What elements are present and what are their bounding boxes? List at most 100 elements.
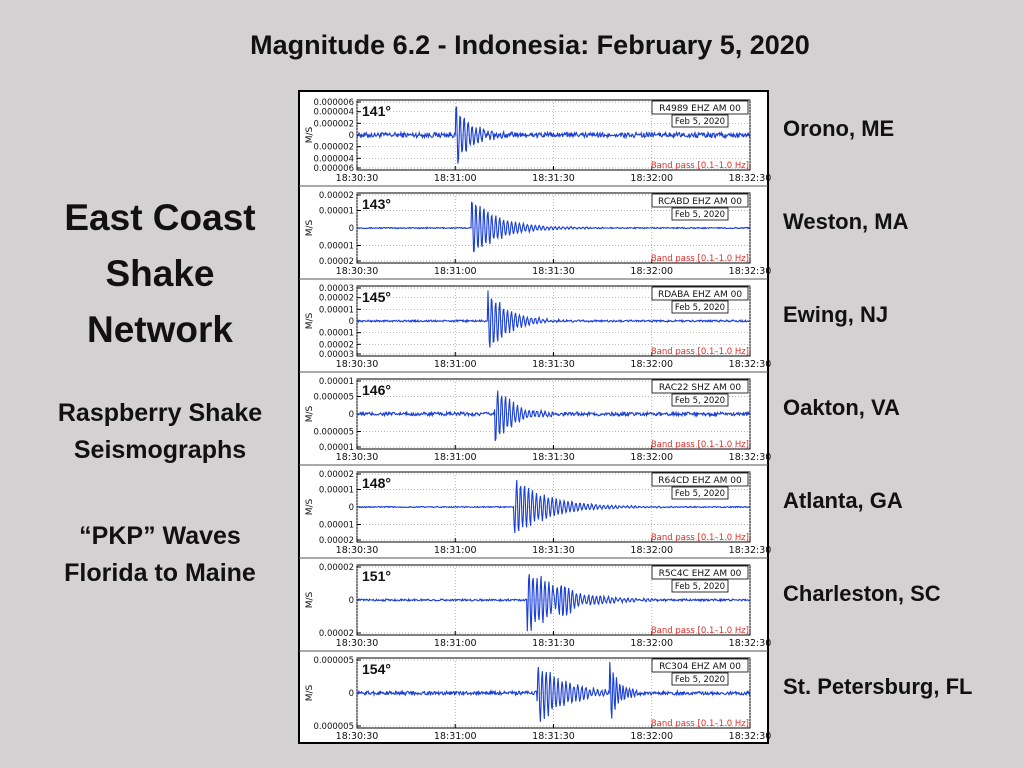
x-tick-label: 18:31:00 [434,173,477,184]
y-tick-label: 0.000004 [313,154,354,164]
x-tick-label: 18:32:30 [729,638,772,649]
date-label: Feb 5, 2020 [675,675,725,685]
x-tick-label: 18:32:00 [630,545,673,556]
x-tick-label: 18:30:30 [336,731,379,742]
date-label: Feb 5, 2020 [675,582,725,592]
distance-label: 143° [362,196,391,212]
station-label: Charleston, SC [783,581,941,606]
x-tick-label: 18:30:30 [336,359,379,370]
channel-label: R4989 EHZ AM 00 [659,104,741,114]
y-tick-label: 0 [349,689,354,699]
date-box [671,300,729,314]
y-tick-label: 0.00002 [319,563,354,573]
x-tick-label: 18:32:00 [630,266,673,277]
x-tick-label: 18:32:00 [630,359,673,370]
network-line-3: Network [87,309,233,350]
y-tick-label: 0.00001 [319,305,354,315]
y-tick-label: 0.000005 [313,722,354,732]
x-tick-label: 18:32:00 [630,173,673,184]
slide-title: Magnitude 6.2 - Indonesia: February 5, 2… [250,30,810,60]
y-tick-label: 0.00002 [319,294,354,304]
y-axis-label: M/S [305,312,315,329]
filter-note: Band pass [0.1–1.0 Hz] [651,161,749,171]
seismogram-panel: 18:30:30 18:31:00 18:31:30 18:32:00 18:32:30… [299,185,771,277]
x-tick-label: 18:32:00 [630,452,673,463]
y-tick-label: 0.000006 [313,98,354,108]
y-axis-label: M/S [305,405,315,422]
y-axis-label: M/S [305,684,315,701]
distance-label: 146° [362,382,391,398]
x-tick-label: 18:30:30 [336,638,379,649]
seismogram-panel: 18:30:30 18:31:00 18:31:30 18:32:00 18:32:30… [299,464,772,556]
y-tick-label: 0 [349,410,354,420]
network-heading: East Coast Shake Network [20,190,300,358]
x-tick-label: 18:31:00 [434,359,477,370]
seismic-trace [356,479,751,533]
channel-label: R5C4C EHZ AM 00 [659,569,742,579]
x-tick-label: 18:31:30 [532,452,575,463]
channel-label: RDABA EHZ AM 00 [658,290,742,300]
y-tick-label: 0.00001 [319,486,354,496]
y-tick-label: 0 [349,596,354,606]
y-tick-label: 0.00002 [319,629,354,639]
channel-box [651,658,749,673]
date-label: Feb 5, 2020 [675,489,725,499]
date-box [671,114,729,128]
seismogram-panel: 18:30:30 18:31:00 18:31:30 18:32:00 18:32:30… [299,278,772,370]
y-tick-label: 0.00002 [319,191,354,201]
wave-line-1: “PKP” Waves [79,522,241,550]
x-tick-label: 18:32:30 [729,545,772,556]
channel-box [651,193,749,208]
station-label: St. Petersburg, FL [783,674,973,699]
filter-note: Band pass [0.1–1.0 Hz] [651,254,749,264]
distance-label: 145° [362,289,391,305]
x-tick-label: 18:31:00 [434,731,477,742]
y-tick-label: 0 [349,224,354,234]
channel-box [651,286,749,301]
y-tick-label: 0.000006 [313,164,354,174]
seismic-trace [356,106,751,164]
distance-label: 141° [362,103,391,119]
y-axis-label: M/S [305,498,315,515]
date-box [671,486,729,500]
x-tick-label: 18:31:30 [532,731,575,742]
date-box [671,579,729,593]
seismogram-panel: 18:30:30 18:31:00 18:31:30 18:32:00 18:32:30… [299,557,772,649]
instrument-caption: Raspberry Shake Seismographs [20,395,300,469]
channel-box [651,565,749,580]
y-tick-label: 0 [349,131,354,141]
station-label: Atlanta, GA [783,488,903,513]
filter-note: Band pass [0.1–1.0 Hz] [651,626,749,636]
date-label: Feb 5, 2020 [675,396,725,406]
y-tick-label: 0 [349,317,354,327]
x-tick-label: 18:30:30 [336,173,379,184]
seismogram-panel: 18:30:30 18:31:00 18:31:30 18:32:00 18:32:30… [299,650,772,742]
x-tick-label: 18:32:30 [729,452,772,463]
filter-note: Band pass [0.1–1.0 Hz] [651,719,749,729]
x-tick-label: 18:32:30 [729,731,772,742]
instrument-line-1: Raspberry Shake [57,399,263,427]
filter-note: Band pass [0.1–1.0 Hz] [651,533,749,543]
x-tick-label: 18:31:00 [434,452,477,463]
x-tick-label: 18:31:00 [434,638,477,649]
x-tick-label: 18:30:30 [336,266,379,277]
network-line-1: East Coast [64,197,256,238]
seismogram-panel: 18:30:30 18:31:00 18:31:30 18:32:00 18:32:30… [305,98,771,184]
date-box [671,207,729,221]
y-tick-label: 0.00002 [319,257,354,267]
channel-label: R64CD EHZ AM 00 [658,476,742,486]
y-axis-label: M/S [305,591,315,608]
y-axis-label: M/S [305,126,315,143]
seismic-trace [356,201,751,253]
station-label: Ewing, NJ [783,302,889,327]
x-tick-label: 18:32:30 [729,359,772,370]
seismic-trace [356,661,751,722]
x-tick-label: 18:31:30 [532,173,575,184]
station-label: Oakton, VA [783,395,900,420]
date-label: Feb 5, 2020 [675,117,725,127]
y-tick-label: 0.00003 [319,284,354,294]
station-label: Weston, MA [783,209,909,234]
seismic-trace [356,574,750,632]
y-tick-label: 0.00001 [319,242,354,252]
